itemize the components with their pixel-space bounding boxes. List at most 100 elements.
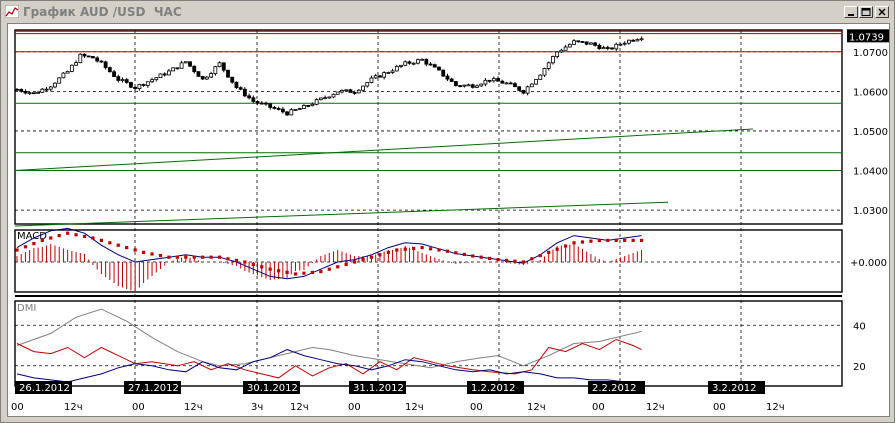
candle-body (479, 83, 484, 87)
candle-body (255, 101, 260, 104)
candle-body (293, 109, 298, 111)
macd-title: MACD (17, 231, 47, 242)
candle-body (53, 82, 57, 88)
date-label: 2.2.2012 (592, 383, 637, 394)
macd-signal-point (217, 255, 222, 259)
macd-signal-point (395, 248, 399, 252)
candle-body (559, 49, 564, 53)
candle-body (424, 58, 429, 65)
date-label-bg (349, 381, 406, 394)
chart-canvas[interactable]: 1.0700 1.0600 1.0500 1.0400 1.0300 1.0739 +0.0… (8, 24, 889, 416)
macd-signal-point (606, 238, 610, 242)
candle-body (597, 44, 602, 50)
macd-signal-point (589, 239, 593, 243)
chart-area[interactable]: 1.0700 1.0600 1.0500 1.0400 1.0300 1.0739 +0.0… (7, 23, 890, 417)
macd-signal-point (108, 241, 112, 245)
candle-body (563, 46, 568, 51)
candle-body (420, 58, 425, 61)
candle-body (196, 71, 201, 77)
macd-signal-point (82, 234, 87, 238)
hour-label: 12ч (64, 402, 83, 413)
candle-body (158, 73, 163, 79)
chart-icon (5, 5, 19, 18)
macd-signal-point (580, 240, 585, 244)
date-label: 1.2.2012 (471, 383, 516, 394)
macd-signal-point (361, 258, 365, 262)
candle-body (584, 41, 589, 45)
candle-body (551, 56, 555, 64)
candle-body (268, 103, 273, 108)
candle-body (65, 70, 70, 74)
macd-signal-point (327, 267, 331, 271)
macd-signal-point (175, 255, 179, 259)
macd-signal-point (184, 255, 188, 259)
candle-body (622, 42, 627, 45)
minimize-button[interactable] (844, 6, 858, 18)
date-label-1: 27.1.2012 (124, 381, 181, 394)
macd-signal-point (243, 260, 247, 264)
candle-body (534, 79, 538, 85)
date-label-2: 30.1.2012 (243, 381, 300, 394)
hour-label: 12ч (527, 402, 546, 413)
candle-body (618, 43, 623, 46)
candle-body (86, 55, 91, 58)
macd-signal-point (597, 238, 601, 242)
date-label-bg (15, 381, 72, 394)
close-button[interactable] (875, 6, 889, 18)
restore-button[interactable] (859, 6, 873, 18)
last-price-label: 1.0739 (849, 32, 884, 43)
candle-body (331, 93, 336, 98)
candle-body (103, 61, 108, 69)
candle-body (614, 43, 619, 50)
candle-body (247, 95, 252, 99)
macd-signal-point (479, 255, 483, 259)
candle-body (521, 89, 526, 94)
macd-signal-point (445, 249, 450, 253)
macd-signal-point (57, 234, 61, 238)
candle-body (627, 39, 631, 44)
macd-signal-point (378, 253, 382, 257)
macd-signal-point (285, 270, 289, 274)
candle-body (483, 79, 488, 85)
macd-signal-point (277, 269, 281, 273)
candle-body (310, 103, 315, 107)
candle-body (318, 97, 323, 101)
candle-body (112, 71, 116, 77)
candle-body (230, 76, 235, 83)
candle-body (78, 53, 83, 64)
macd-signal-point (167, 255, 171, 259)
candle-body (542, 68, 547, 76)
candle-body (61, 72, 66, 79)
candle-body (36, 92, 41, 94)
candle-body (449, 78, 454, 82)
candle-body (162, 73, 167, 76)
candle-body (259, 102, 264, 105)
candle-body (437, 66, 441, 71)
macd-signal-point (412, 246, 416, 250)
macd-signal-point (133, 248, 137, 252)
date-label: 30.1.2012 (247, 383, 298, 394)
candle-body (74, 62, 78, 66)
candle-body (445, 75, 450, 80)
candle-body (538, 74, 543, 80)
adx-line (16, 308, 642, 369)
macd-signal-point (420, 246, 424, 250)
macd-signal-point (32, 242, 36, 246)
candle-body (221, 62, 226, 71)
date-label-bg (708, 381, 765, 394)
macd-signal-point (268, 267, 272, 271)
candle-body (407, 61, 412, 64)
macd-signal-point (226, 257, 230, 261)
date-label: 31.1.2012 (353, 383, 404, 394)
candle-body (209, 73, 214, 78)
date-label: 26.1.2012 (19, 383, 70, 394)
title-bar[interactable]: График AUD /USD ЧАС (3, 3, 892, 21)
hour-label: 00 (592, 402, 605, 413)
macd-signal-point (66, 231, 70, 235)
trend-line (14, 128, 754, 172)
macd-signal-point (353, 260, 357, 264)
restore-icon (861, 8, 871, 16)
candle-body (234, 81, 239, 89)
candle-body (475, 85, 479, 88)
